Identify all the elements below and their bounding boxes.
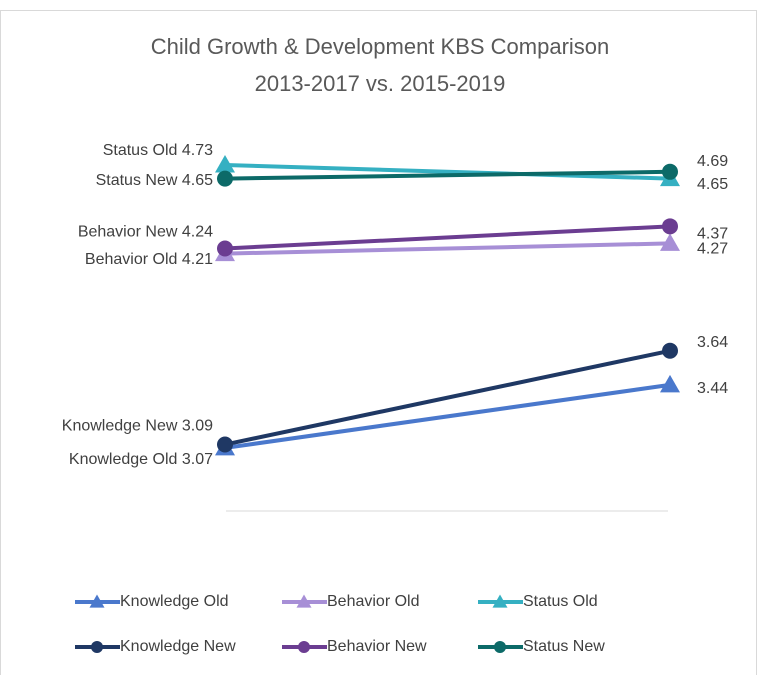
marker (662, 342, 678, 359)
marker (91, 641, 103, 653)
data-label: Knowledge New 3.09 (62, 418, 213, 435)
legend-label: Behavior New (327, 638, 427, 655)
marker (660, 374, 680, 393)
series-line (224, 241, 671, 256)
series-line (224, 382, 671, 450)
marker (660, 233, 680, 251)
marker (217, 240, 233, 257)
marker (217, 170, 233, 187)
data-label: 3.44 (697, 380, 728, 397)
data-label: 4.37 (697, 226, 728, 243)
data-label: 4.69 (697, 153, 728, 170)
series-line (224, 162, 671, 181)
legend-label: Status Old (523, 593, 598, 610)
chart-title: Child Growth & Development KBS Compariso… (151, 34, 610, 59)
marker (298, 641, 310, 653)
series-line (224, 169, 671, 181)
legend-label: Knowledge New (120, 638, 236, 655)
legend-label: Behavior Old (327, 593, 420, 610)
series-line (224, 348, 671, 447)
legend-label: Knowledge Old (120, 593, 229, 610)
marker (217, 436, 233, 453)
legend-label: Status New (523, 638, 605, 655)
data-label: 4.65 (697, 176, 728, 193)
marker (494, 641, 506, 653)
chart-title: 2013-2017 vs. 2015-2019 (255, 71, 506, 96)
marker (296, 594, 312, 608)
marker (662, 218, 678, 235)
data-label: Knowledge Old 3.07 (69, 451, 213, 468)
chart-frame (0, 10, 757, 675)
data-label: 4.27 (697, 241, 728, 258)
data-label: 3.64 (697, 334, 728, 351)
marker (89, 594, 105, 608)
series-line (224, 224, 671, 251)
data-label: Status Old 4.73 (103, 142, 213, 159)
data-label: Behavior Old 4.21 (85, 251, 213, 268)
marker (662, 163, 678, 180)
marker (215, 154, 235, 173)
data-label: Status New 4.65 (96, 172, 214, 189)
marker (492, 594, 508, 608)
data-label: Behavior New 4.24 (78, 224, 213, 241)
